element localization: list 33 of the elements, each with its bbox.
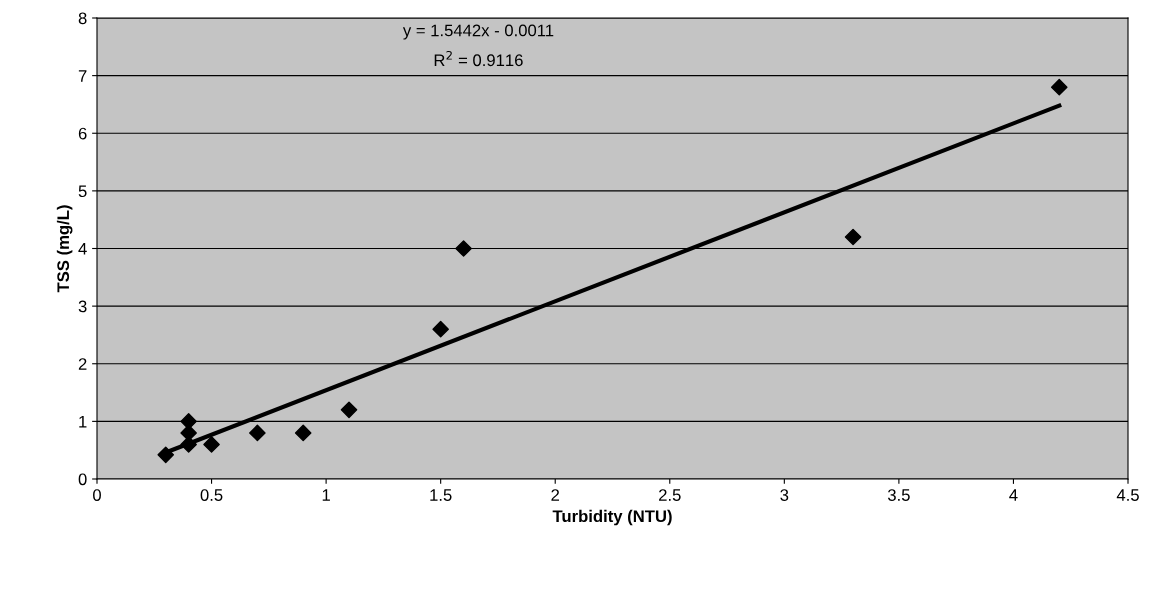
point: [249, 424, 266, 442]
x-axis-title: Turbidity (NTU): [552, 509, 672, 526]
point: [203, 436, 220, 453]
x-tick-label: 3: [780, 489, 789, 501]
x-tick-label: 2: [551, 489, 560, 501]
point: [432, 320, 449, 338]
annotation: R$^{2}$ = 0.9116: [434, 50, 523, 67]
point: [294, 424, 312, 442]
x-tick-label: 3.5: [887, 489, 910, 501]
x-tick-label: 2.5: [659, 489, 681, 501]
point: [844, 228, 862, 246]
y-tick-label: 4: [78, 243, 87, 255]
x-tick-label: 4.5: [1116, 489, 1139, 501]
point: [1050, 78, 1068, 96]
x-tick-label: 0.5: [200, 489, 223, 501]
y-tick-label: 7: [78, 70, 87, 82]
x-tick-label: 1.5: [430, 489, 452, 501]
y-tick-label: 3: [78, 300, 87, 313]
y-tick-label: 8: [78, 12, 87, 25]
y-tick-label: 2: [78, 358, 87, 370]
point: [157, 446, 175, 464]
x-tick-label: 1: [322, 489, 330, 501]
y-tick-label: 5: [78, 185, 87, 198]
annotation: y = 1.5442x - 0.0011: [402, 24, 554, 40]
y-tick-label: 1: [79, 415, 87, 428]
point: [340, 401, 358, 419]
x-tick-label: 4: [1009, 489, 1018, 501]
x-tick-label: 0: [93, 489, 101, 501]
y-tick-label: 0: [78, 473, 87, 486]
point: [180, 436, 197, 453]
y-axis-title: TSS (mg/L): [56, 205, 73, 293]
y-tick-label: 6: [78, 127, 87, 140]
point: [455, 240, 472, 257]
